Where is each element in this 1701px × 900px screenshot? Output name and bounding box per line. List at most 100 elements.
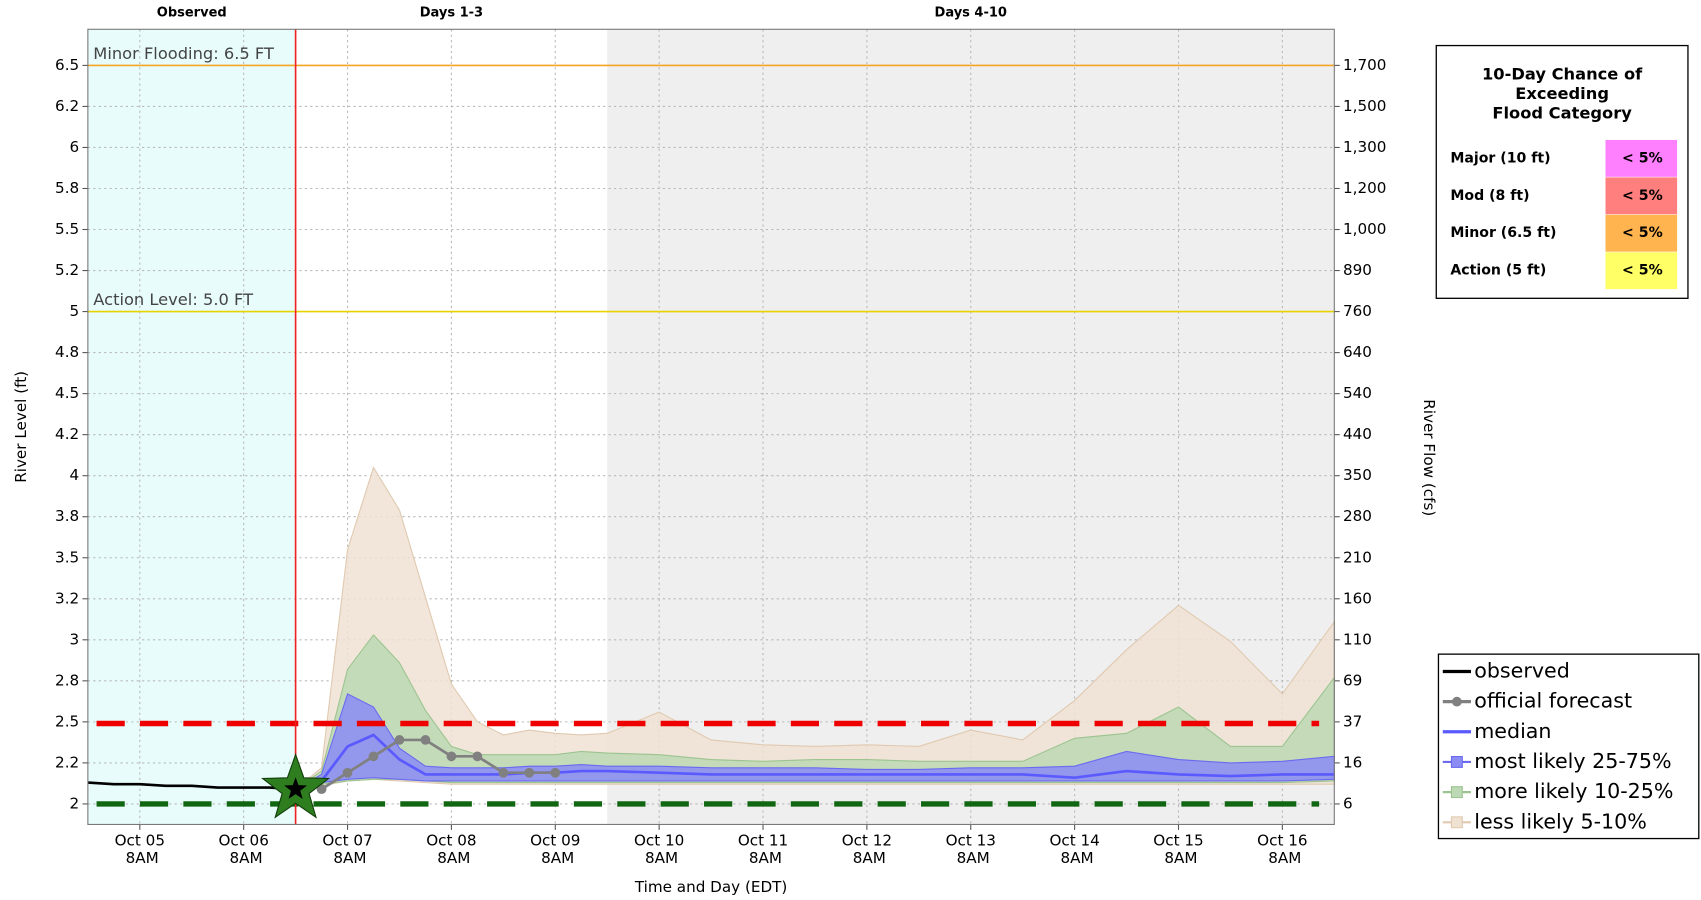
y2-tick-label: 540 — [1343, 384, 1372, 402]
forecast-point — [498, 767, 509, 778]
x-tick-time: 8AM — [952, 849, 990, 867]
x-tick-label: Oct 13 8AM — [946, 831, 996, 866]
x-axis-title: Time and Day (EDT) — [634, 878, 787, 896]
y-tick-label: 6.2 — [55, 97, 79, 115]
y2-tick-label: 890 — [1343, 261, 1372, 279]
region-label: Days 4-10 — [935, 6, 1007, 21]
x-tick-date: Oct 06 — [218, 831, 268, 849]
y2-tick-label: 1,700 — [1343, 56, 1386, 74]
legend-label: official forecast — [1474, 689, 1632, 713]
flood-table-chance: < 5% — [1622, 188, 1663, 204]
series-line — [87, 781, 296, 791]
x-tick-label: Oct 15 8AM — [1153, 831, 1203, 866]
y2-tick-label: 280 — [1343, 507, 1372, 525]
x-tick-label: Oct 14 8AM — [1049, 831, 1099, 866]
x-tick-time: 8AM — [329, 849, 367, 867]
y2-tick-label: 210 — [1343, 548, 1372, 566]
x-tick-label: Oct 11 8AM — [738, 831, 788, 866]
y2-tick-label: 37 — [1343, 712, 1362, 730]
y2-tick-label: 1,300 — [1343, 138, 1386, 156]
y-tick-label: 5.5 — [55, 220, 79, 238]
y-tick-label: 2 — [70, 794, 80, 812]
y-tick-label: 6 — [70, 138, 80, 156]
y2-axis-title: River Flow (cfs) — [1420, 399, 1438, 516]
forecast-point — [316, 784, 327, 795]
x-tick-date: Oct 05 — [115, 831, 165, 849]
y2-tick-label: 440 — [1343, 425, 1372, 443]
x-tick-time: 8AM — [1056, 849, 1094, 867]
forecast-point — [420, 735, 431, 745]
y2-tick-label: 640 — [1343, 343, 1372, 361]
y-tick-label: 3 — [70, 630, 80, 648]
flood-table-label: Action (5 ft) — [1450, 263, 1546, 279]
y-tick-label: 4.8 — [55, 343, 79, 361]
x-tick-time: 8AM — [225, 849, 263, 867]
series-line — [320, 738, 556, 791]
x-tick-time: 8AM — [121, 849, 159, 867]
forecast-point — [342, 767, 353, 778]
forecast-point — [524, 767, 535, 778]
y-tick-label: 4 — [70, 466, 80, 484]
legend-label: most likely 25-75% — [1474, 749, 1671, 773]
legend-swatch — [1450, 816, 1463, 829]
y2-tick-label: 1,200 — [1343, 179, 1386, 197]
y2-tick-label: 1,500 — [1343, 97, 1386, 115]
x-tick-time: 8AM — [432, 849, 470, 867]
y2-tick-label: 6 — [1343, 794, 1353, 812]
legend-swatch — [1450, 786, 1463, 799]
x-tick-time: 8AM — [1160, 849, 1198, 867]
flood-table-chance: < 5% — [1622, 263, 1663, 279]
x-tick-date: Oct 11 — [738, 831, 788, 849]
x-tick-date: Oct 10 — [634, 831, 684, 849]
y-tick-label: 5.8 — [55, 179, 79, 197]
flood-table-chance: < 5% — [1622, 150, 1663, 166]
y-tick-label: 3.2 — [55, 589, 79, 607]
y2-tick-label: 110 — [1343, 630, 1372, 648]
legend-dot — [1452, 696, 1462, 707]
series-line — [295, 733, 1335, 791]
flood-table-title: Flood Category — [1492, 103, 1632, 122]
y2-tick-label: 16 — [1343, 753, 1362, 771]
legend-label: median — [1474, 719, 1551, 743]
x-tick-date: Oct 15 — [1153, 831, 1203, 849]
region-label: Observed — [157, 6, 227, 21]
legend-label: observed — [1474, 658, 1570, 682]
x-tick-date: Oct 12 — [842, 831, 892, 849]
flood-table-label: Major (10 ft) — [1450, 150, 1550, 166]
x-tick-date: Oct 14 — [1049, 831, 1099, 849]
chart-root: Observed Days 1-3 Days 4-10 2 2.2 2.5 2.8 3 3.2 3… — [12, 6, 1700, 896]
x-tick-time: 8AM — [1263, 849, 1301, 867]
x-tick-date: Oct 09 — [530, 831, 580, 849]
legend-box — [1437, 653, 1700, 840]
x-tick-label: Oct 08 8AM — [426, 831, 476, 866]
y-tick-label: 5.2 — [55, 261, 79, 279]
y-tick-label: 2.2 — [55, 753, 79, 771]
x-tick-label: Oct 09 8AM — [530, 831, 580, 866]
forecast-point — [446, 751, 457, 762]
y-tick-label: 4.2 — [55, 425, 79, 443]
region — [87, 29, 296, 825]
flood-table-label: Mod (8 ft) — [1450, 188, 1529, 204]
y2-tick-label: 160 — [1343, 589, 1372, 607]
flood-table-swatch — [1605, 252, 1678, 290]
region-label: Days 1-3 — [420, 6, 483, 21]
y2-tick-label: 760 — [1343, 302, 1372, 320]
y2-tick-label: 1,000 — [1343, 220, 1386, 238]
x-tick-date: Oct 13 — [946, 831, 996, 849]
x-tick-label: Oct 16 8AM — [1257, 831, 1307, 866]
x-tick-label: Oct 12 8AM — [842, 831, 892, 866]
flood-table-swatch — [1605, 177, 1678, 215]
flood-line-label: Minor Flooding: 6.5 FT — [93, 44, 274, 63]
flood-table-swatch — [1605, 139, 1678, 177]
x-tick-time: 8AM — [640, 849, 678, 867]
flood-table-label: Minor (6.5 ft) — [1450, 225, 1556, 241]
forecast-point — [472, 751, 483, 762]
x-tick-label: Oct 05 8AM — [115, 831, 165, 866]
y-tick-label: 2.8 — [55, 671, 79, 689]
flood-table-chance: < 5% — [1622, 225, 1663, 241]
x-tick-date: Oct 07 — [322, 831, 372, 849]
y2-tick-label: 350 — [1343, 466, 1372, 484]
y-tick-label: 4.5 — [55, 384, 79, 402]
x-tick-date: Oct 16 — [1257, 831, 1307, 849]
